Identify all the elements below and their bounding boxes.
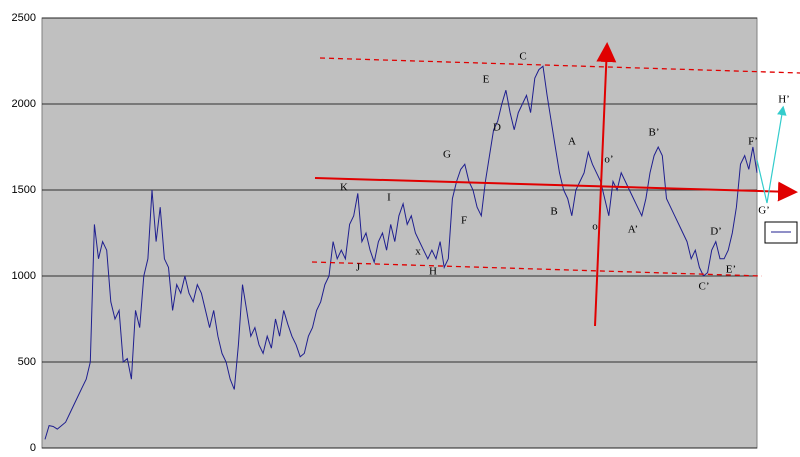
annotation: K [340,182,348,194]
y-tick-label: 500 [18,356,36,368]
price-line [44,65,758,440]
annotation: o [592,221,598,233]
vertical-arrow [594,42,617,327]
y-tick-label: 0 [30,442,36,454]
annotation: E’ [726,264,736,276]
y-tick-label: 1500 [12,184,36,196]
annotation: E [483,74,490,86]
y-tick-label: 2500 [12,12,36,24]
annotation: D [493,122,501,134]
annotation: H [429,266,437,278]
annotation: F [461,215,467,227]
annotation: I [387,192,391,204]
annotation: B [550,206,557,218]
annotation: J [356,262,361,274]
annotation: G [443,149,451,161]
y-tick-label: 2000 [12,98,36,110]
upper-channel [319,57,800,74]
annotation: B’ [649,127,660,139]
lower-channel [311,261,763,277]
annotation: o’ [604,154,613,166]
annotation: C’ [699,281,710,293]
annotation: C [519,51,526,63]
annotation: A’ [628,224,638,236]
plot-area [41,17,758,449]
annotation: A [568,136,576,148]
annotation: G’ [758,205,770,217]
annotation: H’ [778,94,790,106]
annotation: x [415,246,421,258]
annotation: D’ [710,226,722,238]
annotation: F’ [748,136,758,148]
trend-arrow [314,177,798,202]
y-tick-label: 1000 [12,270,36,282]
projection-arrow [756,105,787,204]
